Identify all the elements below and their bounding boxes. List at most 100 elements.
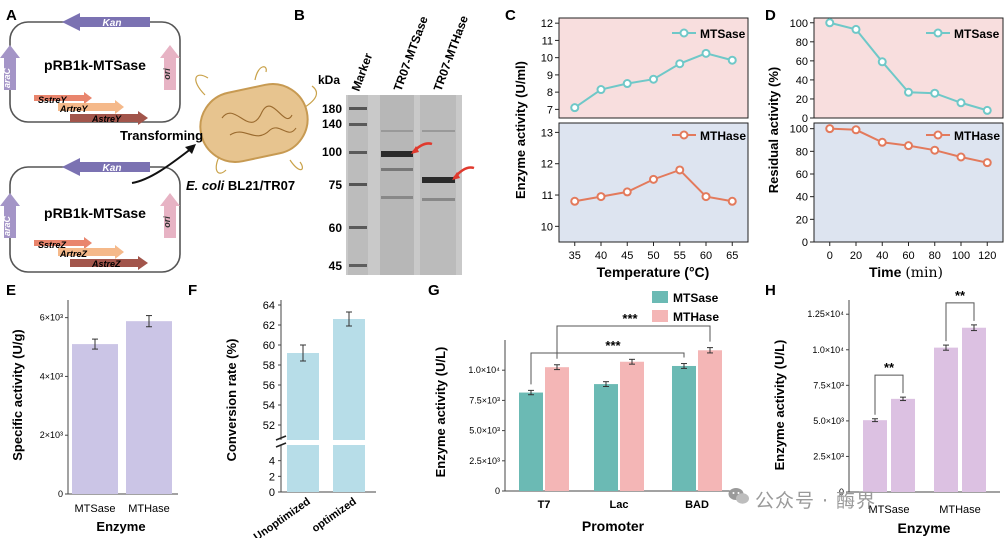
panel-c-legend-2: MTHase <box>672 129 746 143</box>
axis-break-mark <box>275 435 287 441</box>
y-tick-label: 52 <box>263 420 275 432</box>
x-tick-label: MTSase <box>75 503 116 515</box>
ori-arrow-2 <box>160 193 180 238</box>
bar-mthase-after <box>962 327 986 492</box>
x-tick-label: MTHase <box>128 503 170 515</box>
data-point <box>825 18 835 28</box>
data-point <box>904 87 913 97</box>
host-strain-label: E. coli BL21/TR07 <box>186 178 295 193</box>
transform-arrow <box>131 147 193 184</box>
marker-45: 45 <box>329 259 343 273</box>
y-tick-label: 5.0×10³ <box>813 416 844 426</box>
y-tick-label: 0 <box>495 486 500 496</box>
arac-label-1: araC <box>2 67 12 88</box>
data-point <box>825 124 835 134</box>
arac-gene-arrow-1 <box>0 45 20 90</box>
x-tick-label: 55 <box>674 250 686 262</box>
x-tick-label: 60 <box>700 250 712 262</box>
y-tick-label: 80 <box>796 37 808 49</box>
panel-f-ylabel: Conversion rate (%) <box>224 339 239 462</box>
bar-bad-mtsase <box>672 365 696 491</box>
data-point <box>675 59 685 69</box>
kda-label: kDa <box>318 73 340 87</box>
panel-d-legend-2: MTHase <box>926 129 1000 143</box>
panel-letter-a: A <box>6 7 17 24</box>
y-tick-label: 40 <box>796 75 808 87</box>
data-point <box>649 174 658 184</box>
data-point <box>904 141 913 151</box>
y-tick-label: 7.5×10³ <box>469 395 500 405</box>
y-tick-label: 10 <box>541 221 553 233</box>
sstre-gene-2 <box>34 237 92 249</box>
y-tick-label: 11 <box>542 190 553 202</box>
y-tick-label: 1.25×10⁴ <box>807 309 844 319</box>
y-tick-label: 7 <box>547 104 553 116</box>
significance-label: ** <box>884 360 895 375</box>
lane-label-mtsase: TR07-MTSase <box>391 14 431 93</box>
astre-label-1: AstreY <box>91 114 122 124</box>
arac-label-2: araC <box>2 215 12 236</box>
data-point <box>701 48 711 58</box>
y-tick-label: 5.0×10³ <box>469 426 500 436</box>
bar-upper-0 <box>287 353 319 440</box>
ori-arrow-1 <box>160 45 180 90</box>
x-tick-label: 0 <box>827 250 833 262</box>
y-tick-label: 62 <box>263 320 275 332</box>
watermark: 公众号 · 酶界 <box>755 490 877 512</box>
panel-letter-d: D <box>765 7 776 24</box>
data-point <box>570 196 580 206</box>
artre-gene-2 <box>58 245 124 259</box>
y-tick-label: 20 <box>796 94 808 106</box>
ori-label-2: ori <box>162 216 172 228</box>
panel-g-ylabel: Enzyme activity (U/L) <box>433 347 448 478</box>
legend-g-mthase: MTHase <box>673 310 719 324</box>
ecoli-illustration <box>195 66 318 174</box>
panel-d-ylabel: Residual activity (%) <box>766 67 781 193</box>
panel-c-xlabel: Temperature (°C) <box>597 264 710 280</box>
y-tick-label: 56 <box>263 380 275 392</box>
y-tick-label: 2.5×10³ <box>469 456 500 466</box>
data-point <box>877 57 887 67</box>
y-tick-label: 12 <box>541 18 553 30</box>
panel-c-ylabel: Enzyme activity (U/ml) <box>513 61 528 199</box>
kan-label-1: Kan <box>103 18 122 29</box>
sstre-label-2: SstreZ <box>38 240 67 250</box>
data-point <box>596 192 606 202</box>
marker-100: 100 <box>322 145 342 159</box>
lane-label-mthase: TR07-MTHase <box>431 13 471 93</box>
astre-label-2: AstreZ <box>91 259 121 269</box>
y-tick-label: 8 <box>547 87 553 99</box>
data-point <box>570 103 580 113</box>
y-tick-label: 12 <box>541 159 553 171</box>
y-tick-label: 80 <box>796 146 808 158</box>
y-tick-label: 4 <box>269 456 275 468</box>
x-tick-label: BAD <box>685 499 709 511</box>
marker-60: 60 <box>329 221 343 235</box>
bar-t7-mtsase <box>519 392 543 491</box>
y-tick-label: 40 <box>796 192 808 204</box>
bar-bad-mthase <box>698 350 722 491</box>
legend-label-mtsase-d: MTSase <box>954 27 1000 41</box>
data-point <box>701 192 711 202</box>
data-point <box>851 125 861 135</box>
panel-h-marks: 0 2.5×10³ 5.0×10³ 7.5×10³ 1.0×10⁴ 1.25×10⁴ ** M… <box>807 288 1000 516</box>
legend-swatch-mtsase <box>652 291 668 303</box>
marker-bands <box>349 107 367 267</box>
bar-t7-mthase <box>545 367 569 491</box>
data-point <box>956 98 966 108</box>
data-point <box>727 55 737 65</box>
x-tick-label: 50 <box>647 250 659 262</box>
artre-label-1: ArtreY <box>59 104 89 114</box>
bar-lower-0 <box>287 445 319 492</box>
panel-e-marks: 0 2×10³ 4×10³ 6×10³ MTSase MTHase <box>40 300 178 515</box>
host-italic: E. coli <box>186 178 225 193</box>
host-strain: BL21/TR07 <box>224 178 295 193</box>
x-tick-label: 40 <box>876 250 888 262</box>
panel-d-upper-plot <box>813 17 1004 119</box>
data-point <box>930 145 940 155</box>
panel-letter-c: C <box>505 7 516 24</box>
x-tick-label: 60 <box>902 250 914 262</box>
panel-c-upper-plot <box>558 17 749 119</box>
